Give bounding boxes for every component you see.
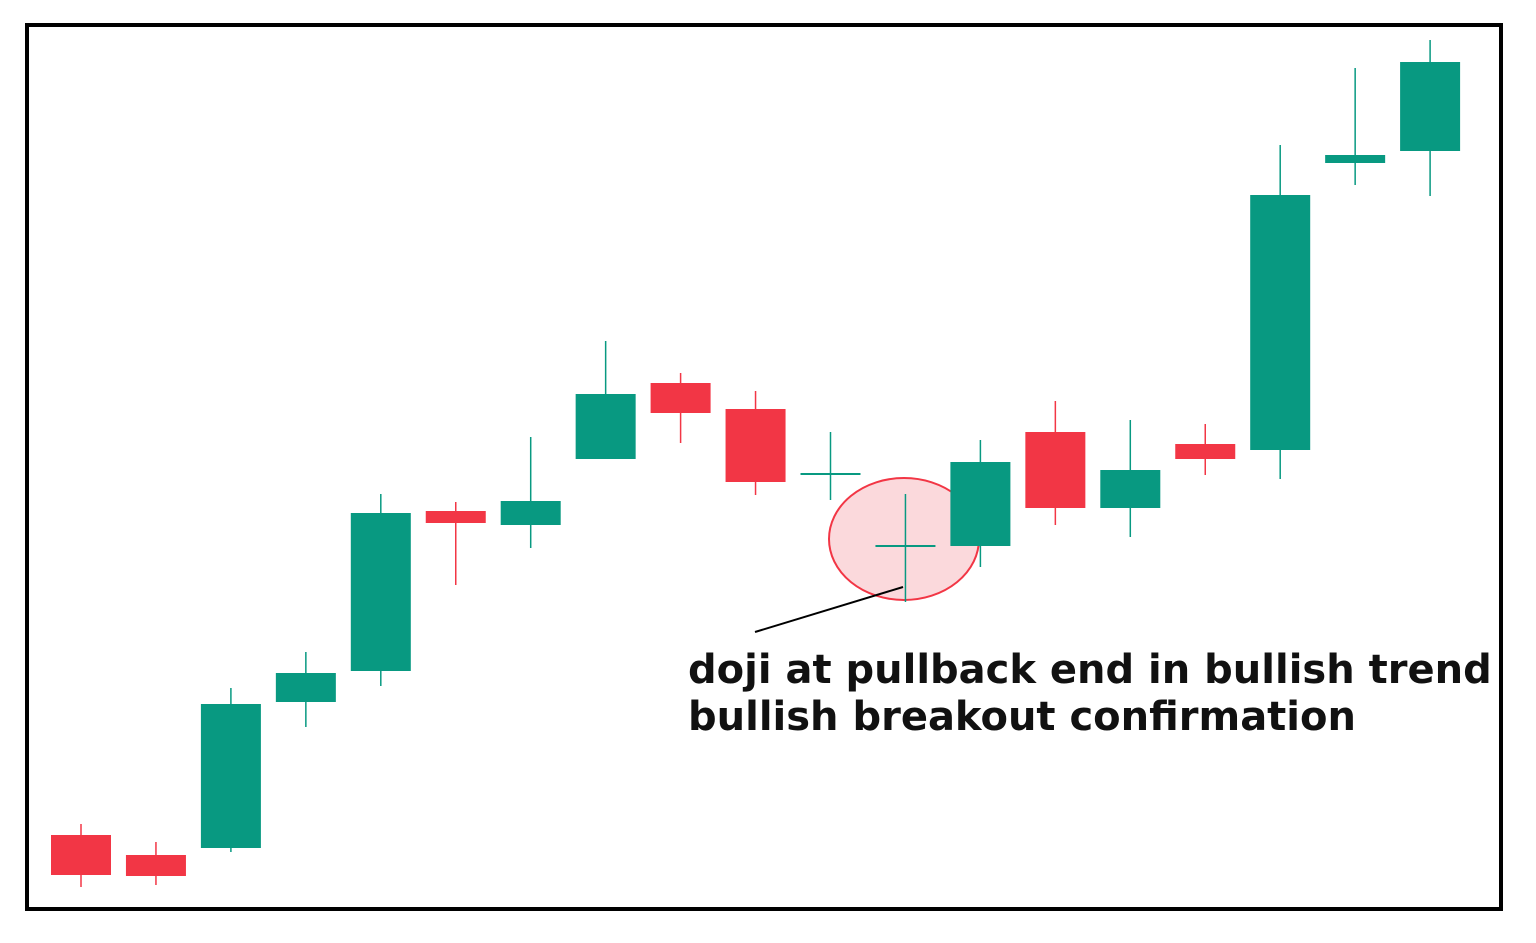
candle-body	[800, 473, 861, 475]
candle-body	[500, 501, 561, 525]
candle-body	[950, 462, 1011, 546]
candle-body	[725, 409, 786, 482]
annotation-line: bullish breakout confirmation	[688, 694, 1356, 740]
candle-body	[425, 511, 486, 523]
candle-body	[51, 835, 111, 875]
candle-body	[200, 704, 261, 848]
candle-body	[275, 673, 336, 702]
candle-body	[1250, 195, 1311, 450]
candle-body	[1325, 155, 1386, 163]
candle-body	[875, 545, 936, 547]
candle-body	[575, 394, 636, 459]
candle-body	[1025, 432, 1086, 508]
candle-body	[350, 513, 411, 671]
candle-body	[650, 383, 711, 413]
candle-body	[1100, 470, 1161, 508]
pointer-line	[754, 586, 904, 633]
annotation-line: doji at pullback end in bullish trend	[688, 647, 1492, 693]
candle-body	[1175, 444, 1236, 459]
candle-body	[1400, 62, 1461, 151]
candle-body	[125, 855, 186, 876]
